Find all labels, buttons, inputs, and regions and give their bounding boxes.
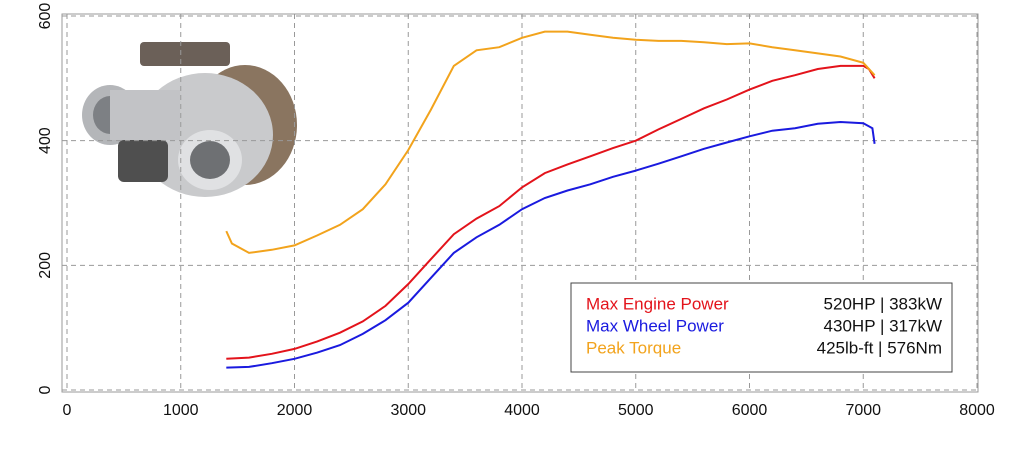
legend-value: 520HP | 383kW: [824, 294, 942, 313]
x-tick-label: 7000: [845, 402, 881, 419]
x-tick-label: 1000: [163, 402, 199, 419]
legend-label: Peak Torque: [586, 338, 681, 357]
series-line: [226, 64, 876, 360]
x-tick-label: 5000: [618, 402, 654, 419]
turbo-illustration: [82, 42, 297, 197]
y-tick-label: 200: [37, 252, 54, 279]
legend-value: 425lb-ft | 576Nm: [817, 338, 942, 357]
plot-frame: [61, 13, 979, 393]
series-line: [226, 120, 876, 369]
x-tick-label: 8000: [959, 402, 995, 419]
x-tick-label: 2000: [277, 402, 313, 419]
legend-value: 430HP | 317kW: [824, 316, 942, 335]
x-tick-label: 3000: [390, 402, 426, 419]
legend-label: Max Wheel Power: [586, 316, 724, 335]
y-tick-label: 0: [37, 385, 54, 394]
y-tick-label: 400: [37, 127, 54, 154]
x-tick-label: 6000: [732, 402, 768, 419]
x-tick-label: 0: [63, 402, 72, 419]
legend-box: [570, 282, 953, 373]
legend-label: Max Engine Power: [586, 294, 729, 313]
y-tick-label: 600: [37, 3, 54, 30]
x-tick-label: 4000: [504, 402, 540, 419]
series-line: [225, 30, 876, 254]
